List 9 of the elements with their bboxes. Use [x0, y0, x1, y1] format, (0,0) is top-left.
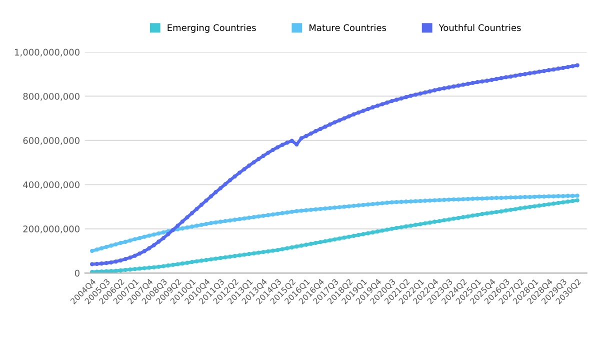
- y-tick-label: 800,000,000: [23, 92, 80, 101]
- y-tick-label: 600,000,000: [23, 137, 80, 145]
- legend-label: Youthful Countries: [438, 24, 521, 32]
- legend-label: Emerging Countries: [168, 24, 256, 33]
- y-tick-label: 0: [74, 270, 80, 277]
- y-tick-label: 200,000,000: [23, 226, 80, 234]
- y-tick-label: 1,000,000,000: [15, 48, 80, 56]
- y-tick-label: 400,000,000: [23, 181, 80, 190]
- legend-label: Mature Countries: [310, 24, 386, 32]
